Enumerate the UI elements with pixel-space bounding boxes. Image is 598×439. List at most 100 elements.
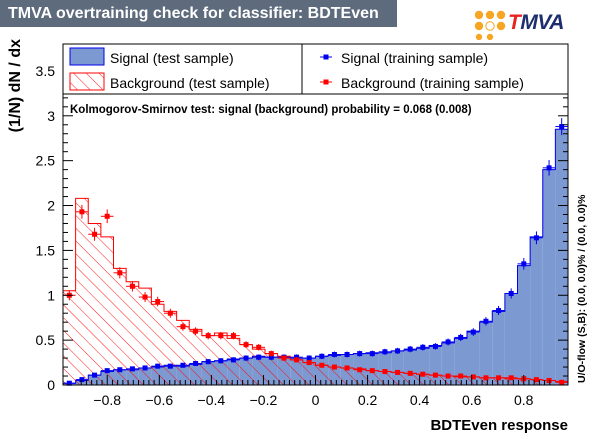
background-train-point xyxy=(176,322,190,331)
background-train-point-marker xyxy=(193,328,199,334)
background-train-point xyxy=(555,379,568,385)
logo-letters-mva: MVA xyxy=(520,11,564,34)
background-train-point xyxy=(429,372,442,378)
signal-train-point xyxy=(378,348,392,355)
signal-train-point xyxy=(138,365,152,371)
background-train-point xyxy=(164,308,177,318)
background-train-point-marker xyxy=(142,294,148,300)
signal-train-point xyxy=(429,343,442,350)
overflow-info-label: U/O-flow (S,B): (0.0, 0.0)% / (0.0, 0.0)… xyxy=(576,194,588,383)
signal-test-bar xyxy=(542,169,556,385)
background-train-point-marker xyxy=(533,377,539,383)
background-train-point xyxy=(277,355,291,361)
signal-train-point-marker xyxy=(344,351,350,357)
signal-train-point xyxy=(176,362,190,368)
background-train-point-marker xyxy=(117,270,123,276)
signal-train-point-marker xyxy=(420,344,426,350)
x-tick-label: −0.6 xyxy=(145,392,173,408)
signal-train-point xyxy=(555,118,568,136)
background-train-point xyxy=(302,360,316,366)
signal-train-point-marker xyxy=(218,358,224,364)
background-train-point-marker xyxy=(306,360,312,366)
background-train-point-marker xyxy=(420,371,426,377)
signal-train-point-marker xyxy=(533,235,539,241)
background-test-bar xyxy=(340,367,354,385)
background-test-bar xyxy=(290,359,303,385)
y-tick-label: 0.5 xyxy=(36,332,56,348)
signal-train-point-marker xyxy=(117,367,123,373)
tmva-logo-text: TMVA xyxy=(508,11,564,35)
background-test-bar xyxy=(265,353,278,385)
background-test-bar xyxy=(366,370,379,385)
background-train-point-marker xyxy=(319,362,325,368)
background-train-point xyxy=(340,365,354,371)
signal-train-point xyxy=(328,351,341,358)
background-train-point-marker xyxy=(129,283,135,289)
background-test-bar xyxy=(277,356,291,385)
legend-signal-test-label: Signal (test sample) xyxy=(110,50,234,66)
signal-train-point xyxy=(441,338,455,346)
background-train-point xyxy=(366,368,379,374)
background-train-point-marker xyxy=(294,357,300,363)
signal-train-point-marker xyxy=(167,363,173,369)
signal-train-point-marker xyxy=(155,363,161,369)
background-test-bar xyxy=(63,290,76,385)
x-tick-label: 0 xyxy=(312,392,320,408)
background-train-point-marker xyxy=(180,324,186,330)
background-train-point-marker xyxy=(205,333,211,339)
background-train-point xyxy=(391,369,404,375)
signal-train-point xyxy=(530,231,543,245)
x-tick-label: −0.8 xyxy=(93,392,121,408)
signal-train-point-marker xyxy=(230,357,236,363)
x-tick-label: −0.2 xyxy=(250,392,278,408)
background-train-point-marker xyxy=(407,370,413,376)
background-train-point xyxy=(227,331,240,340)
signal-train-point-marker xyxy=(521,261,527,267)
background-test-bar xyxy=(454,376,467,385)
background-test-bar xyxy=(467,376,480,385)
background-test-bar xyxy=(151,304,164,385)
signal-train-point-marker xyxy=(180,362,186,368)
background-test-bar xyxy=(176,320,190,385)
background-train-point-marker xyxy=(92,231,98,237)
signal-train-point-marker xyxy=(129,366,135,372)
background-train-point-marker xyxy=(344,365,350,371)
x-tick-label: 0.2 xyxy=(358,392,378,408)
signal-train-point xyxy=(252,354,265,360)
signal-test-bar xyxy=(479,322,493,385)
background-train-point-marker xyxy=(155,299,161,305)
background-test-bar xyxy=(75,198,89,385)
background-train-point xyxy=(189,327,202,336)
signal-train-point xyxy=(366,350,379,357)
background-train-point xyxy=(290,357,303,363)
background-train-point xyxy=(530,377,543,383)
background-train-point xyxy=(265,350,278,357)
signal-train-point-marker xyxy=(357,351,363,357)
signal-train-point-marker xyxy=(432,343,438,349)
signal-test-bar xyxy=(555,129,568,385)
signal-test-bar xyxy=(441,342,455,385)
signal-train-point xyxy=(302,355,316,361)
signal-train-point xyxy=(113,367,127,373)
background-test-bar xyxy=(164,311,177,385)
signal-train-point-marker xyxy=(92,372,98,378)
background-train-point xyxy=(479,375,493,381)
legend: Signal (test sample) Background (test sa… xyxy=(62,43,569,95)
signal-test-bar xyxy=(492,311,505,385)
x-tick-label: −0.4 xyxy=(198,392,226,408)
background-train-point xyxy=(113,267,127,279)
background-test-bar xyxy=(252,349,265,385)
signal-train-point xyxy=(214,358,228,364)
signal-train-point xyxy=(201,359,215,365)
signal-train-point xyxy=(542,160,556,176)
background-train-point xyxy=(492,375,505,381)
background-test-bar xyxy=(113,268,127,385)
background-test-bar xyxy=(239,344,253,385)
legend-background-test-label: Background (test sample) xyxy=(110,75,270,91)
y-tick-label: 2.5 xyxy=(36,153,56,169)
y-tick-label: 2 xyxy=(47,198,55,214)
background-test-bar xyxy=(328,367,341,385)
signal-train-point xyxy=(517,258,531,270)
legend-background-train-marker xyxy=(320,79,332,85)
background-train-point-marker xyxy=(281,355,287,361)
